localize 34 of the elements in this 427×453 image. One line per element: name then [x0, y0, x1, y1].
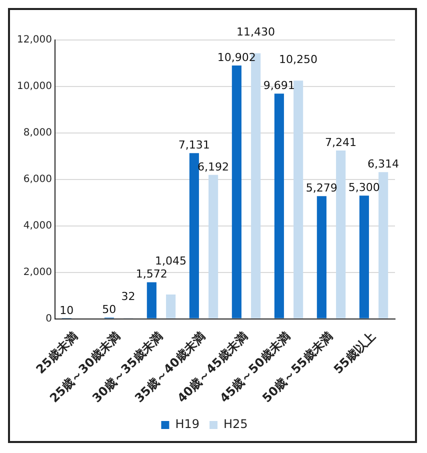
bar [208, 174, 218, 318]
bar [336, 150, 346, 318]
bar [146, 282, 156, 318]
data-label: 7,241 [325, 136, 357, 149]
data-label: 5,300 [348, 181, 380, 194]
bar [189, 153, 199, 318]
legend-label: H25 [224, 417, 248, 432]
y-tick-label: 2,000 [23, 266, 52, 278]
bar [166, 294, 176, 318]
bar [294, 80, 304, 318]
data-label: 10,250 [279, 53, 318, 66]
y-tick-label: 10,000 [16, 81, 52, 92]
data-label: 1,045 [155, 254, 187, 268]
data-label: 7,131 [178, 138, 210, 152]
y-tick-label: 4,000 [23, 220, 52, 232]
data-label: 1,572 [136, 268, 168, 281]
data-label: 5,279 [306, 181, 338, 194]
data-label: 11,430 [236, 26, 276, 39]
bar [316, 196, 326, 318]
y-tick-label: 6,000 [23, 174, 52, 185]
data-label: 32 [121, 290, 136, 303]
data-label: 10,902 [217, 50, 256, 64]
data-label: 9,691 [263, 79, 295, 92]
y-tick-label: 12,000 [16, 34, 52, 46]
bar [378, 172, 388, 318]
legend-label: H19 [175, 417, 200, 432]
bar [232, 66, 242, 318]
data-label: 50 [102, 302, 116, 316]
bar [274, 94, 284, 318]
data-label: 10 [60, 304, 74, 317]
data-label: 6,314 [368, 157, 400, 170]
y-tick-label: 8,000 [23, 128, 52, 139]
bar [359, 196, 369, 318]
y-tick-label: 0 [46, 313, 52, 324]
